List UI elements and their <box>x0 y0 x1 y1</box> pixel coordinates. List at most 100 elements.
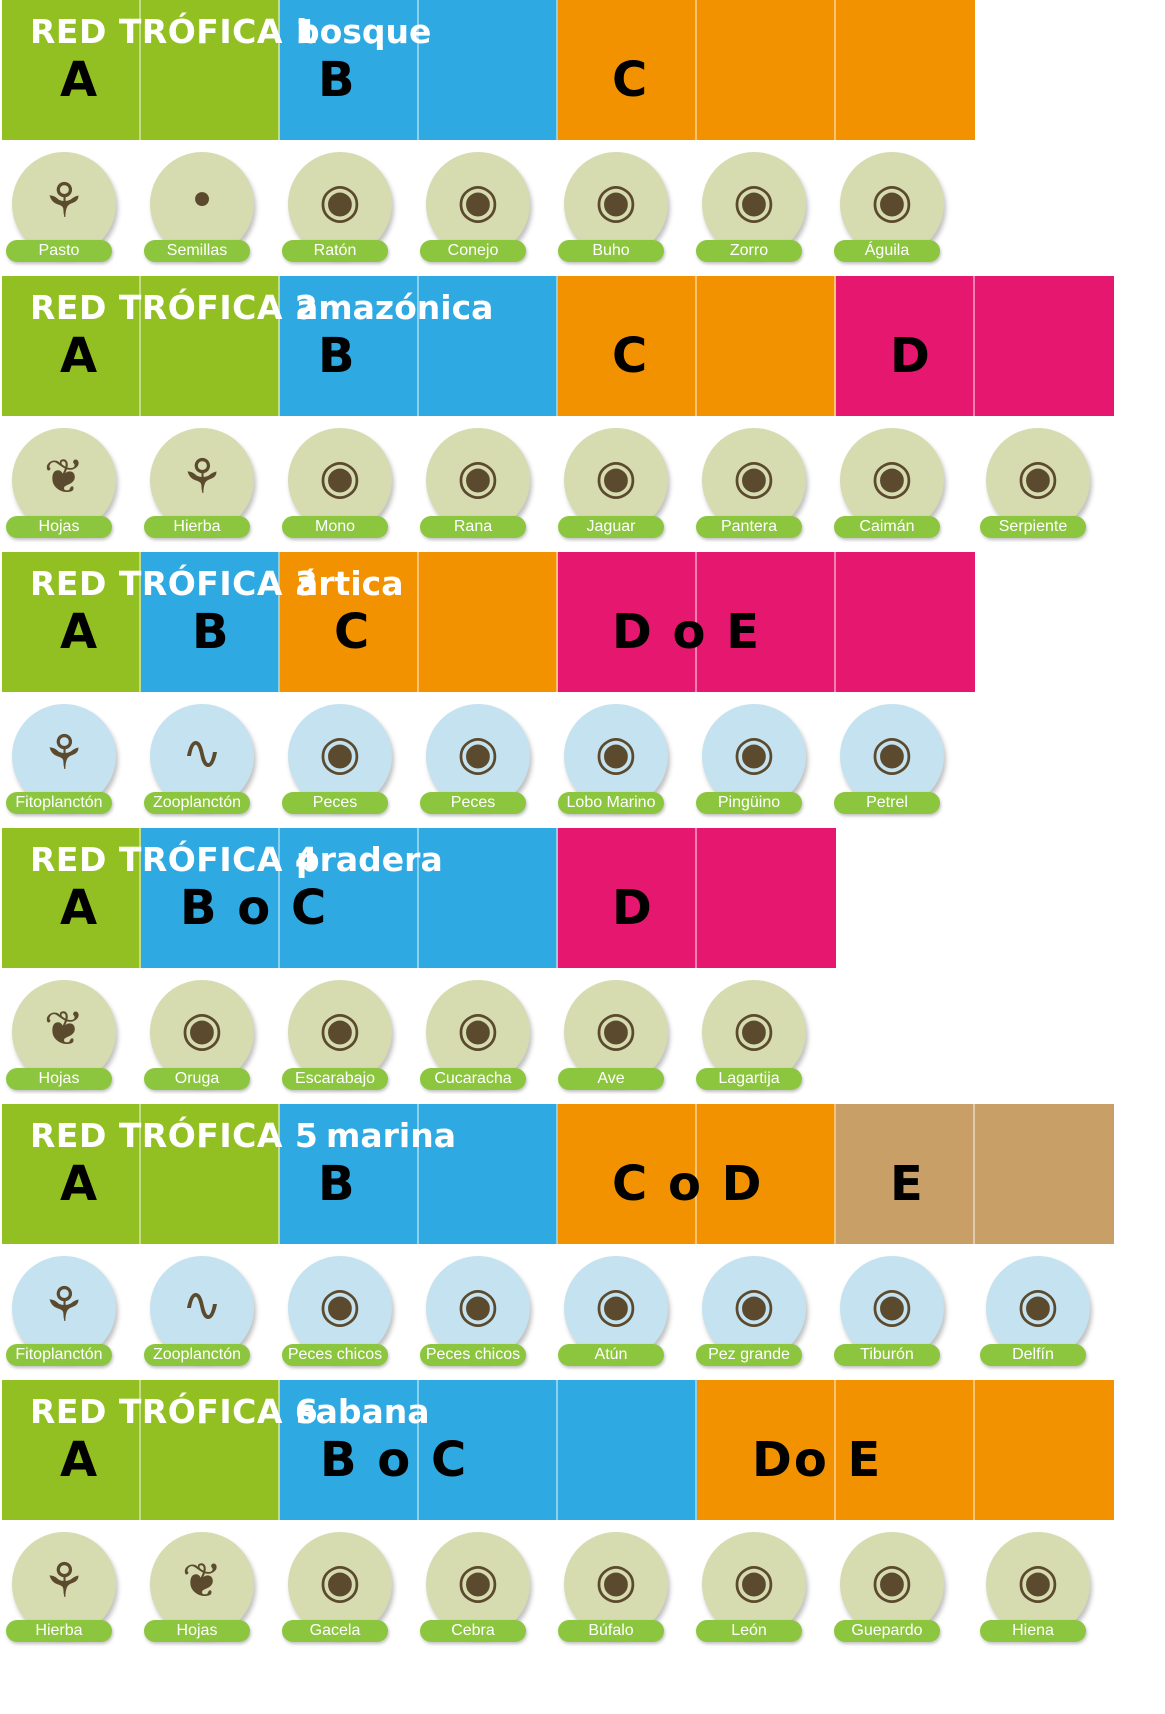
organism-card: ◉ Peces <box>420 704 538 822</box>
level-cell <box>141 1104 280 1244</box>
snake-icon: ◉ <box>1017 449 1059 505</box>
organism-label: Semillas <box>144 240 250 262</box>
organism-card: • Semillas <box>144 152 262 270</box>
level-cell <box>141 1380 280 1520</box>
organism-circle <box>702 980 806 1084</box>
organism-circle <box>986 1532 1090 1636</box>
organism-circle <box>288 1532 392 1636</box>
organism-card: ◉ Oruga <box>144 980 262 1098</box>
habitat-label: bosque <box>296 12 432 51</box>
organism-circle <box>702 704 806 808</box>
organism-card: ◉ Delfín <box>980 1256 1098 1374</box>
level-cell <box>697 1380 836 1520</box>
rabbit-icon: ◉ <box>457 173 499 229</box>
organism-circle <box>150 1256 254 1360</box>
level-cell <box>697 828 836 968</box>
level-cell <box>697 1104 836 1244</box>
organism-label: Escarabajo <box>282 1068 388 1090</box>
organism-row: ❦ Hojas ⚘ Hierba ◉ Mono ◉ Rana ◉ Jaguar ◉ Pantera ◉ C… <box>0 428 1165 546</box>
level-cell <box>2 0 141 140</box>
organism-card: ◉ Jaguar <box>558 428 676 546</box>
organism-label: Serpiente <box>980 516 1086 538</box>
level-letter: B o C <box>320 1432 469 1488</box>
trophic-web-6: RED TRÓFICA 6 sabana A B o C Do E ⚘ Hierba ❦ Hoj… <box>0 1380 1165 1656</box>
level-cell <box>280 828 419 968</box>
level-cell <box>836 0 975 140</box>
organism-card: ◉ Caimán <box>834 428 952 546</box>
trophic-band-6 <box>2 1380 1114 1520</box>
organism-card: ◉ Conejo <box>420 152 538 270</box>
organism-card: ◉ Lagartija <box>696 980 814 1098</box>
habitat-label: marina <box>326 1116 457 1155</box>
level-cell <box>280 1380 419 1520</box>
organism-card: ⚘ Fitoplanctón <box>6 704 124 822</box>
level-cell <box>280 276 419 416</box>
level-letter: A <box>60 880 100 936</box>
organism-circle <box>12 428 116 532</box>
organism-label: Hojas <box>144 1620 250 1642</box>
level-letter: C o D <box>612 1156 764 1212</box>
level-cell <box>280 0 419 140</box>
organism-circle <box>986 428 1090 532</box>
phytoplankton-icon: ⚘ <box>42 1277 86 1333</box>
level-cell <box>2 1380 141 1520</box>
zooplankton-icon: ∿ <box>181 725 223 781</box>
frog-icon: ◉ <box>457 449 499 505</box>
organism-circle <box>426 428 530 532</box>
organism-card: ◉ Zorro <box>696 152 814 270</box>
level-letter: A <box>60 604 100 660</box>
level-letter: D o E <box>612 604 762 660</box>
trophic-web-3: RED TRÓFICA 3 ártica A B C D o E ⚘ Fitoplanctón… <box>0 552 1165 828</box>
gazelle-icon: ◉ <box>319 1553 361 1609</box>
organism-circle <box>12 1256 116 1360</box>
organism-circle <box>702 1532 806 1636</box>
organism-label: Hierba <box>144 516 250 538</box>
trophic-band-4 <box>2 828 836 968</box>
level-cell <box>558 828 697 968</box>
organism-label: Tiburón <box>834 1344 940 1366</box>
organism-label: Mono <box>282 516 388 538</box>
level-cell <box>836 1380 975 1520</box>
trophic-band-5 <box>2 1104 1114 1244</box>
level-letter: E <box>890 1156 925 1212</box>
organism-circle <box>288 704 392 808</box>
organism-circle <box>840 704 944 808</box>
level-cell <box>836 552 975 692</box>
level-cell <box>141 0 280 140</box>
eagle-icon: ◉ <box>871 173 913 229</box>
organism-label: Rana <box>420 516 526 538</box>
organism-circle <box>986 1256 1090 1360</box>
organism-circle <box>426 1256 530 1360</box>
leaves-icon: ❦ <box>43 449 85 505</box>
organism-label: Zooplanctón <box>144 792 250 814</box>
organism-label: Hojas <box>6 516 112 538</box>
section-title: RED TRÓFICA 6 <box>30 1392 319 1431</box>
level-cell <box>558 1380 697 1520</box>
penguin-icon: ◉ <box>733 725 775 781</box>
level-letter: A <box>60 328 100 384</box>
level-cell <box>697 276 836 416</box>
organism-card: ◉ Peces chicos <box>282 1256 400 1374</box>
organism-card: ◉ Escarabajo <box>282 980 400 1098</box>
zooplankton-icon: ∿ <box>181 1277 223 1333</box>
level-cell <box>2 552 141 692</box>
level-cell <box>141 552 280 692</box>
habitat-label: sabana <box>296 1392 430 1431</box>
organism-card: ◉ Pantera <box>696 428 814 546</box>
level-cell <box>558 0 697 140</box>
organism-label: Guepardo <box>834 1620 940 1642</box>
organism-label: Lagartija <box>696 1068 802 1090</box>
leaves-icon: ❦ <box>181 1553 223 1609</box>
habitat-label: amazónica <box>296 288 494 327</box>
organism-circle <box>150 980 254 1084</box>
organism-circle <box>150 428 254 532</box>
organism-label: Cucaracha <box>420 1068 526 1090</box>
organism-label: Peces <box>282 792 388 814</box>
herb-icon: ⚘ <box>42 1553 86 1609</box>
shark-icon: ◉ <box>871 1277 913 1333</box>
organism-label: León <box>696 1620 802 1642</box>
small-fish-icon: ◉ <box>319 1277 361 1333</box>
organism-row: ⚘ Fitoplanctón ∿ Zooplanctón ◉ Peces chicos ◉ P… <box>0 1256 1165 1374</box>
organism-label: Hojas <box>6 1068 112 1090</box>
organism-circle <box>12 704 116 808</box>
